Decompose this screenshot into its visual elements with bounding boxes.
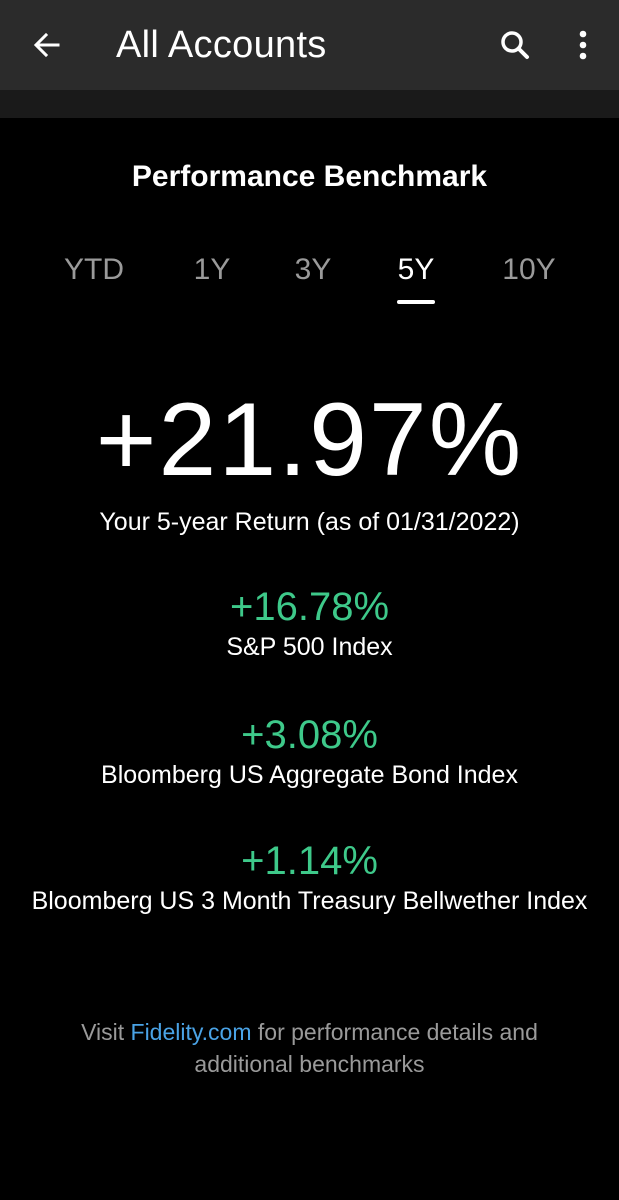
tab-3y[interactable]: 3Y	[281, 250, 345, 306]
section-title: Performance Benchmark	[131, 160, 488, 193]
benchmark-name: S&P 500 Index	[226, 633, 393, 661]
tab-10y[interactable]: 10Y	[492, 250, 566, 306]
benchmark-item: +1.14% Bloomberg US 3 Month Treasury Bel…	[0, 838, 619, 918]
footer-note: Visit Fidelity.com for performance detai…	[60, 1016, 559, 1080]
benchmark-item: +16.78% S&P 500 Index	[0, 584, 619, 664]
app-bar: All Accounts	[0, 0, 619, 90]
benchmark-value: +1.14%	[241, 839, 378, 883]
your-return-caption: Your 5-year Return (as of 01/31/2022)	[99, 508, 520, 536]
period-tabs: YTD 1Y 3Y 5Y 10Y	[0, 250, 619, 310]
more-options-button[interactable]	[562, 24, 604, 66]
search-icon	[501, 31, 529, 59]
more-vertical-icon	[579, 30, 587, 60]
arrow-left-icon	[33, 32, 60, 58]
back-button[interactable]	[22, 20, 72, 70]
footer-suffix: for performance details and additional b…	[194, 1019, 538, 1077]
tab-ytd[interactable]: YTD	[52, 250, 136, 306]
footer-prefix: Visit	[81, 1019, 131, 1045]
tab-label: 10Y	[502, 253, 556, 286]
active-tab-indicator	[397, 300, 435, 304]
benchmark-name: Bloomberg US 3 Month Treasury Bellwether…	[31, 887, 588, 915]
tab-1y[interactable]: 1Y	[180, 250, 244, 306]
benchmark-name: Bloomberg US Aggregate Bond Index	[101, 761, 518, 789]
tab-5y[interactable]: 5Y	[384, 250, 448, 306]
page-title: All Accounts	[116, 24, 327, 66]
tab-label: 3Y	[294, 253, 332, 286]
benchmark-item: +3.08% Bloomberg US Aggregate Bond Index	[0, 712, 619, 792]
search-button[interactable]	[494, 24, 536, 66]
benchmark-value: +3.08%	[241, 713, 378, 757]
fidelity-link[interactable]: Fidelity.com	[130, 1019, 252, 1045]
header-strip	[0, 90, 619, 118]
tab-label: YTD	[64, 253, 124, 286]
tab-label: 5Y	[397, 253, 435, 286]
benchmark-card	[0, 118, 619, 1200]
your-return-value: +21.97%	[95, 382, 524, 498]
tab-label: 1Y	[193, 253, 231, 286]
benchmark-value: +16.78%	[229, 585, 390, 629]
